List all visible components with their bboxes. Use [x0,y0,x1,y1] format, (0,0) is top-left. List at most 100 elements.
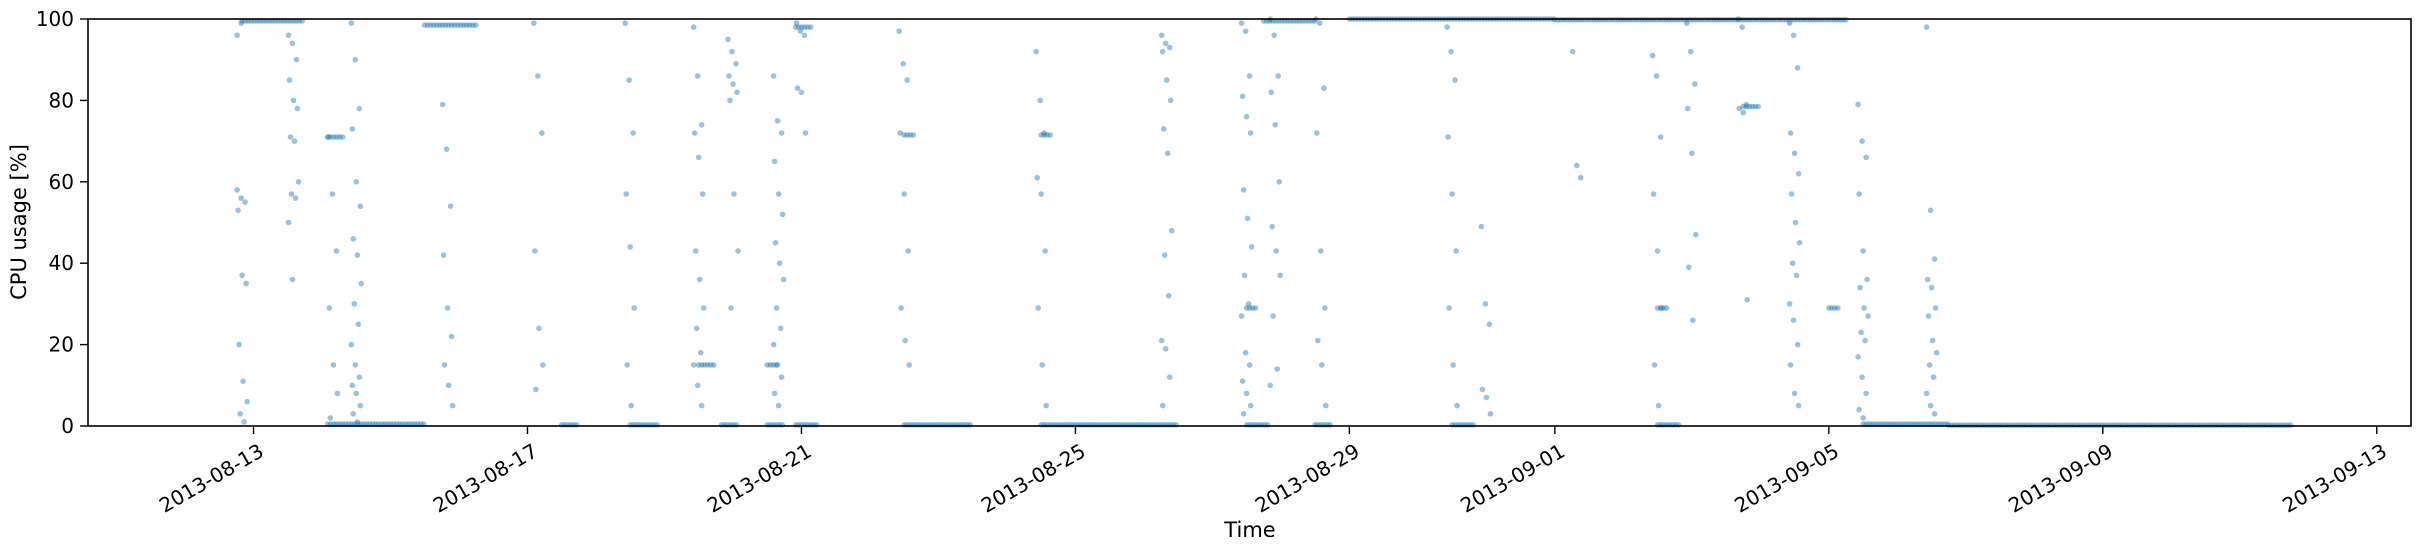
data-point-806 [1692,81,1698,87]
data-point-561 [1657,305,1664,311]
data-point-717 [1041,130,1047,136]
data-point-592 [244,398,250,405]
data-point-782 [1449,191,1455,197]
data-point-863 [1927,402,1934,409]
data-point-669 [693,325,700,332]
data-point-615 [334,390,341,397]
data-point-602 [294,105,301,112]
data-point-775 [1315,337,1321,344]
data-point-622 [357,203,364,209]
data-point-560 [1654,305,1661,311]
y-tick-label-3: 60 [49,170,74,194]
data-point-567 [1835,305,1841,311]
x-tick-label-4: 2013-08-29 [1251,439,1364,518]
data-point-720 [1042,248,1048,254]
data-point-610 [325,134,332,140]
data-point-355 [469,22,476,28]
data-point-568 [695,362,702,368]
data-point-726 [1166,44,1173,51]
data-point-361 [804,24,811,30]
data-point-681 [731,191,737,197]
data-point-642 [441,362,448,368]
data-point-854 [1924,276,1931,283]
data-point-845 [1862,337,1868,344]
data-point-857 [1925,313,1932,319]
data-point-816 [1740,109,1746,116]
data-point-770 [1317,20,1323,26]
data-point-673 [698,402,705,409]
data-point-584 [234,187,240,193]
data-point-760 [1268,89,1274,96]
data-point-608 [285,219,292,226]
data-point-794 [1573,162,1580,169]
data-point-587 [235,207,241,214]
data-point-621 [353,179,360,185]
data-point-742 [1239,93,1246,100]
data-point-687 [771,158,778,165]
data-point-821 [1787,130,1794,136]
data-point-655 [623,191,629,197]
data-point-849 [1856,406,1862,413]
x-axis-ticks: 2013-08-13 2013-08-17 2013-08-21 2013-08-25… [155,426,2391,518]
data-point-632 [353,390,360,397]
data-point-847 [1859,374,1865,381]
data-point-817 [1744,297,1750,303]
data-point-597 [285,32,292,39]
data-point-735 [1158,337,1165,344]
data-point-823 [1795,170,1802,177]
data-point-598 [289,40,296,47]
data-point-582 [1752,103,1758,110]
data-point-789 [1486,321,1493,328]
data-point-574 [764,362,770,368]
data-point-662 [698,122,705,128]
data-point-692 [780,276,787,283]
data-point-851 [1923,24,1930,30]
data-point-837 [1863,154,1869,161]
data-point-581 [1749,103,1755,110]
data-point-804 [1684,20,1690,26]
data-point-564 [1826,305,1832,311]
data-point-706 [896,28,902,34]
data-point-730 [1160,126,1167,132]
data-point-690 [772,240,779,246]
data-point-711 [905,248,911,254]
data-point-741 [1246,73,1253,79]
plot-area-frame [87,18,2412,427]
data-point-313 [327,134,334,140]
data-point-773 [1318,248,1324,254]
data-point-844 [1858,329,1864,336]
data-point-671 [690,362,697,368]
data-point-644 [449,402,456,409]
data-point-559 [1252,305,1259,311]
data-point-604 [291,138,298,144]
data-point-312 [324,134,331,140]
data-point-633 [357,402,364,409]
data-point-827 [1789,260,1796,267]
data-point-746 [1244,215,1251,222]
data-point-811 [1690,317,1696,324]
data-point-571 [704,362,711,368]
data-point-605 [295,179,302,185]
data-point-780 [1452,77,1458,83]
x-tick-label-1: 2013-08-17 [429,439,542,518]
data-point-840 [1864,276,1870,283]
data-point-599 [293,56,300,63]
data-point-679 [734,89,740,96]
data-point-800 [1654,248,1661,254]
data-point-756 [1240,411,1247,417]
data-point-630 [356,374,363,381]
data-point-751 [1242,349,1249,356]
data-point-586 [242,199,248,205]
data-point-750 [1238,313,1245,319]
data-point-315 [333,134,340,140]
data-point-646 [535,73,541,79]
data-point-350 [454,22,461,28]
data-point-719 [1038,191,1044,197]
data-point-830 [1790,317,1797,324]
data-point-639 [440,252,447,258]
data-point-848 [1863,390,1869,397]
data-point-802 [1651,362,1658,368]
data-point-734 [1165,293,1172,299]
